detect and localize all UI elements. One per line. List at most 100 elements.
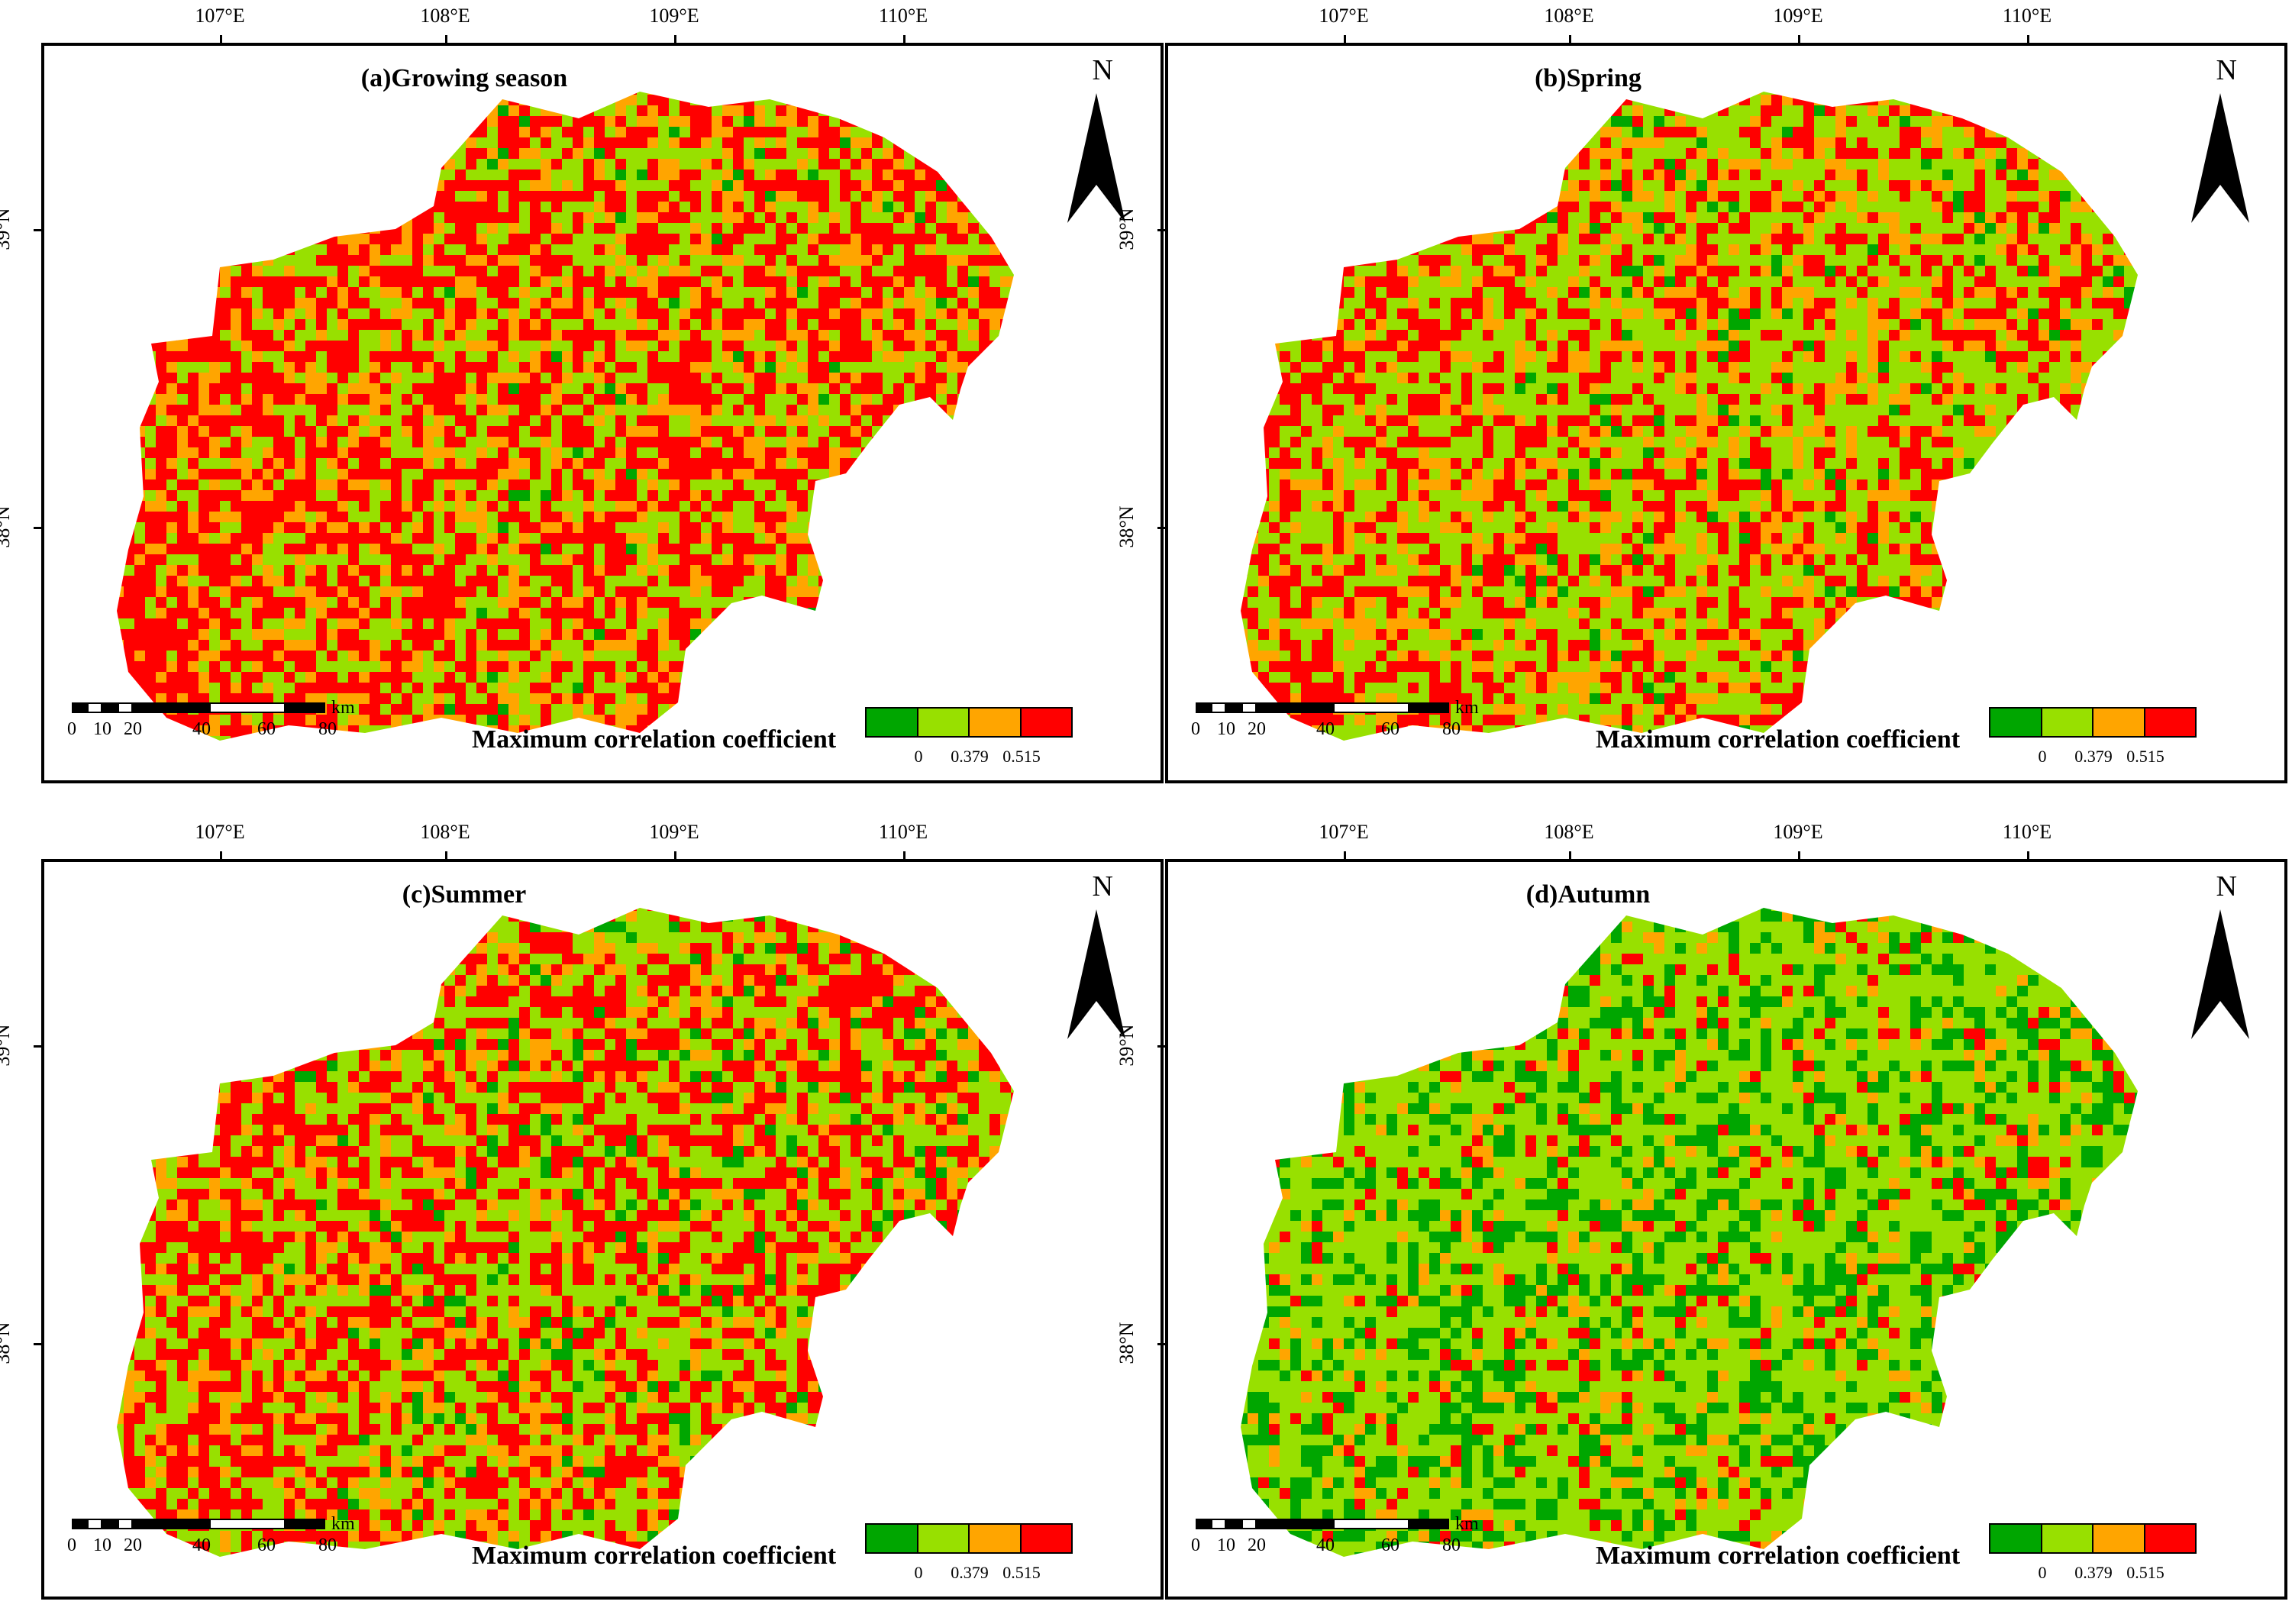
lon-tick (2027, 35, 2029, 46)
scale-label: 10 (93, 719, 111, 740)
lon-tick-label: 107°E (195, 5, 244, 27)
lat-tick-label: 38°N (1115, 1322, 1138, 1364)
scale-bar: 0 10 20 40 60 80 km (67, 698, 377, 748)
scale-bar: 0 10 20 40 60 80 km (1191, 1514, 1501, 1564)
north-label: N (2216, 53, 2237, 87)
correlation-raster (1241, 92, 2138, 741)
lon-tick (1569, 851, 1571, 862)
map-panel-growing-season: (a)Growing season 107°E 108°E 109°E 110°E 39… (0, 5, 1164, 783)
legend-title: Maximum correlation coefficient (472, 725, 836, 754)
scale-bar-segment (102, 702, 118, 713)
legend-tick-label: 0.379 (951, 747, 989, 767)
lon-tick (2027, 851, 2029, 862)
north-arrow-icon (2191, 93, 2249, 223)
scale-label: 20 (124, 719, 142, 740)
scale-label: 60 (257, 719, 276, 740)
panel-title: (b)Spring (1168, 64, 2008, 93)
scale-label: 10 (1217, 1535, 1235, 1556)
scale-label: 40 (1316, 719, 1335, 740)
lon-tick (903, 851, 906, 862)
study-area-map (44, 862, 1161, 1597)
scale-label: 80 (1442, 719, 1461, 740)
scale-label: 40 (192, 719, 211, 740)
scale-label: 40 (192, 1535, 211, 1556)
scale-label: 0 (1191, 719, 1200, 740)
scale-bar-segment (1226, 1519, 1241, 1529)
north-label: N (1093, 53, 1113, 87)
map-panel-autumn: (d)Autumn 107°E 108°E 109°E 110°E 39°N 38°N N 0… (1115, 821, 2287, 1600)
legend-colorbar (865, 707, 1073, 738)
lon-tick-label: 108°E (420, 821, 470, 844)
legend-colorbar (1989, 1523, 2197, 1554)
scale-unit: km (1455, 1514, 1479, 1535)
lat-tick (1157, 1045, 1168, 1048)
legend-tick-label: 0.379 (2074, 747, 2113, 767)
scale-bar-segment (1333, 1519, 1409, 1529)
lon-tick (1798, 35, 1800, 46)
study-area-map (1168, 46, 2284, 780)
panel-title: (d)Autumn (1168, 880, 2008, 909)
north-arrow-icon (1067, 93, 1125, 223)
lat-tick-label: 39°N (1115, 1024, 1138, 1066)
scale-bar-segment (118, 702, 133, 713)
lon-tick (220, 851, 222, 862)
lon-tick (1569, 35, 1571, 46)
lon-tick (445, 35, 447, 46)
lon-tick (1344, 35, 1346, 46)
lon-tick-label: 107°E (195, 821, 244, 844)
scale-bar-segment (1196, 1519, 1211, 1529)
correlation-raster (1241, 908, 2138, 1557)
lat-tick-label: 39°N (0, 1024, 15, 1066)
scale-label: 0 (67, 719, 76, 740)
scale-bar: 0 10 20 40 60 80 km (67, 1514, 377, 1564)
lat-tick-label: 38°N (1115, 505, 1138, 547)
lon-tick (674, 35, 676, 46)
scale-bar-segment (102, 1519, 118, 1529)
legend-tick-label: 0 (2039, 747, 2047, 767)
scale-unit: km (1455, 698, 1479, 718)
scale-bar-segment (209, 1519, 286, 1529)
lon-tick-label: 108°E (1544, 821, 1593, 844)
legend-tick-label: 0.515 (1002, 1563, 1041, 1583)
lon-tick-label: 107°E (1319, 5, 1368, 27)
legend-swatch (2040, 707, 2093, 738)
scale-bar-segment (286, 1519, 325, 1529)
legend-swatch (2143, 707, 2197, 738)
scale-bar-segment (87, 1519, 102, 1529)
scale-bar-segment (72, 702, 87, 713)
legend-title: Maximum correlation coefficient (1596, 1542, 1960, 1571)
lon-tick (1798, 851, 1800, 862)
legend-swatch (2092, 707, 2145, 738)
north-label: N (2216, 870, 2237, 903)
legend-swatch (1019, 707, 1073, 738)
lat-tick (1157, 229, 1168, 231)
panel-title: (a)Growing season (44, 64, 884, 93)
map-frame: (b)Spring 107°E 108°E 109°E 110°E 39°N 38°N N 0… (1115, 5, 2287, 783)
legend-tick-label: 0 (915, 747, 923, 767)
scale-label: 20 (1248, 719, 1266, 740)
map-panel-summer: (c)Summer 107°E 108°E 109°E 110°E 39°N 38°N N 0… (0, 821, 1164, 1600)
legend-swatch (2092, 1523, 2145, 1554)
lon-tick-label: 108°E (420, 5, 470, 27)
legend-swatch (1019, 1523, 1073, 1554)
panel-title: (c)Summer (44, 880, 884, 909)
scale-label: 80 (318, 719, 337, 740)
legend-tick-label: 0.515 (2126, 1563, 2164, 1583)
scale-bar-segment (118, 1519, 133, 1529)
lon-tick (674, 851, 676, 862)
lat-tick-label: 38°N (0, 1322, 15, 1364)
scale-label: 60 (1381, 719, 1399, 740)
legend-swatch (916, 1523, 970, 1554)
legend-title: Maximum correlation coefficient (1596, 725, 1960, 754)
legend-tick-label: 0.515 (2126, 747, 2164, 767)
lon-tick-label: 108°E (1544, 5, 1593, 27)
lat-tick (34, 229, 44, 231)
scale-bar-segment (1211, 1519, 1226, 1529)
scale-bar-segment (87, 702, 102, 713)
lon-tick (445, 851, 447, 862)
scale-unit: km (331, 1514, 355, 1535)
scale-bar-segment (286, 702, 325, 713)
legend-tick-label: 0 (2039, 1563, 2047, 1583)
study-area-map (44, 46, 1161, 780)
lat-tick (34, 1343, 44, 1345)
